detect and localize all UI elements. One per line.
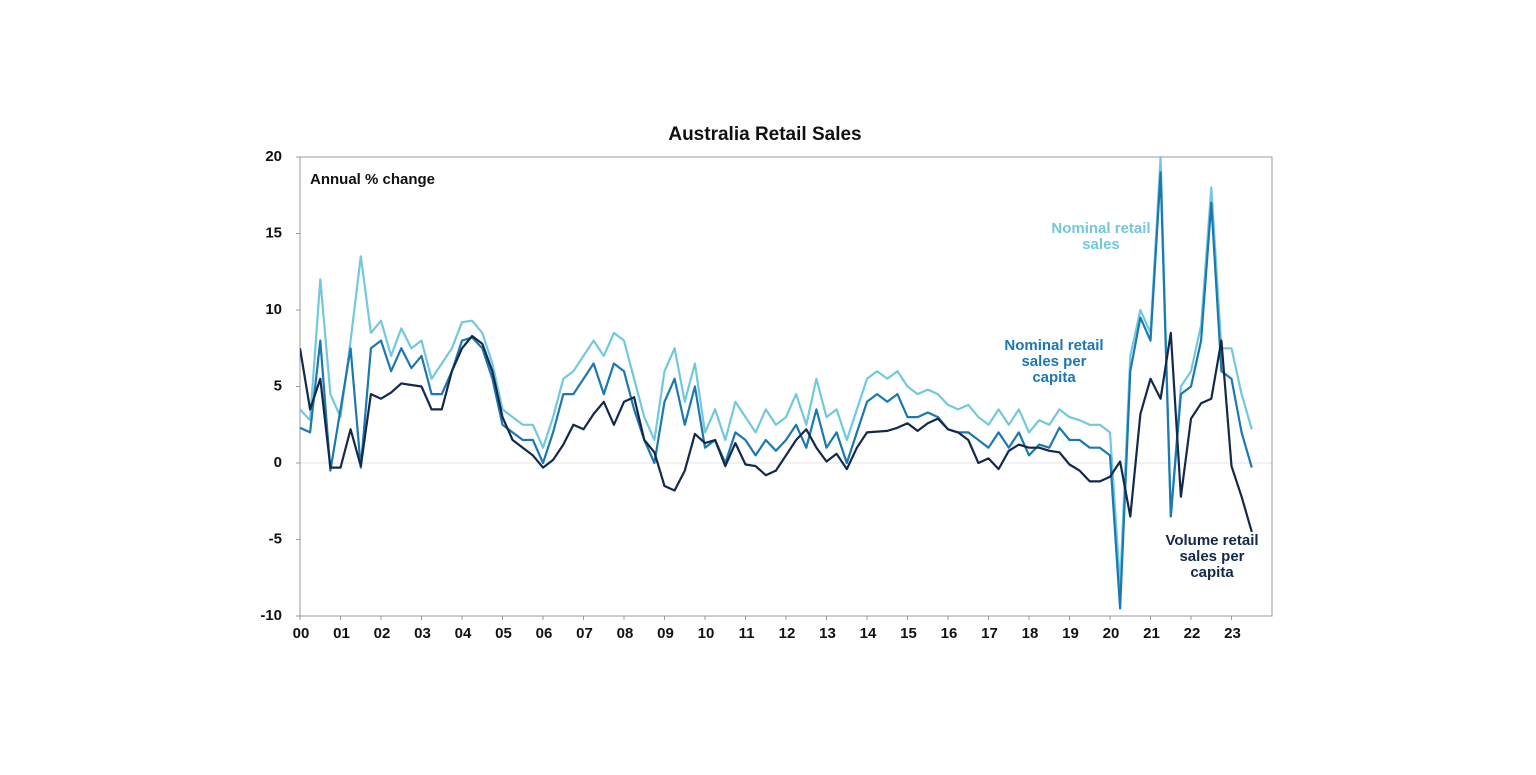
x-tick-label: 10	[698, 625, 715, 642]
x-tick-label: 16	[941, 625, 958, 642]
y-tick-label: -10	[260, 607, 282, 624]
x-tick-label: 01	[333, 625, 350, 642]
x-tick-label: 13	[819, 625, 836, 642]
x-tick-label: 19	[1062, 625, 1079, 642]
series-line	[300, 331, 1253, 533]
x-tick-label: 05	[495, 625, 512, 642]
series-label: Volume retail sales per capita	[1165, 532, 1259, 581]
y-tick-label: 20	[265, 148, 282, 165]
x-tick-label: 18	[1022, 625, 1039, 642]
series-line	[300, 171, 1253, 610]
x-tick-label: 23	[1224, 625, 1241, 642]
x-tick-label: 04	[455, 625, 472, 642]
x-tick-label: 14	[860, 625, 877, 642]
chart-title: Australia Retail Sales	[668, 124, 861, 145]
y-tick-label: 10	[265, 301, 282, 318]
x-tick-label: 22	[1184, 625, 1201, 642]
x-tick-label: 08	[617, 625, 634, 642]
x-tick-label: 03	[414, 625, 431, 642]
y-tick-label: -5	[269, 530, 282, 547]
y-tick-label: 15	[265, 224, 282, 241]
series-line	[300, 155, 1253, 587]
x-tick-label: 21	[1143, 625, 1160, 642]
series-label: Nominal retail sales per capita	[1004, 337, 1104, 386]
x-tick-label: 15	[900, 625, 917, 642]
x-tick-label: 06	[536, 625, 553, 642]
x-tick-label: 12	[779, 625, 796, 642]
plot-frame	[299, 156, 1273, 617]
y-tick-label: 5	[274, 377, 282, 394]
y-tick-label: 0	[274, 454, 282, 471]
annotation: Annual % change	[310, 171, 435, 188]
x-tick-label: 02	[374, 625, 391, 642]
x-tick-label: 07	[576, 625, 593, 642]
x-tick-label: 17	[981, 625, 998, 642]
x-tick-label: 09	[657, 625, 674, 642]
series-label: Nominal retail sales	[1051, 220, 1151, 253]
x-tick-label: 20	[1103, 625, 1120, 642]
x-tick-label: 00	[293, 625, 310, 642]
x-tick-label: 11	[739, 625, 755, 642]
